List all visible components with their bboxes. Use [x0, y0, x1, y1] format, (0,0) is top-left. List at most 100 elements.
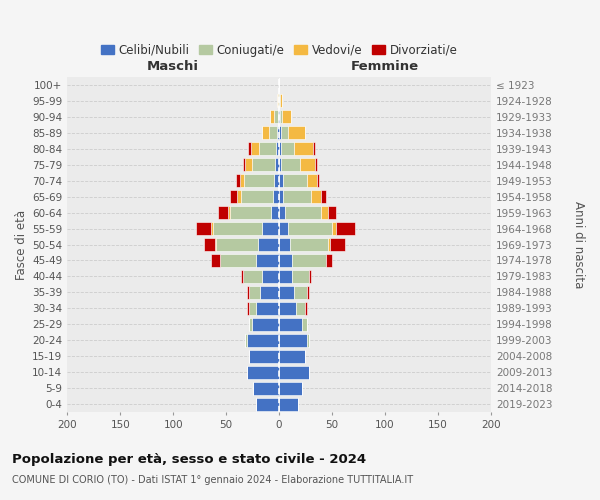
- Bar: [241, 270, 243, 283]
- Bar: [307, 174, 317, 187]
- Bar: [279, 126, 281, 139]
- Bar: [211, 222, 214, 235]
- Bar: [300, 158, 315, 171]
- Bar: [307, 334, 309, 347]
- Bar: [330, 238, 345, 251]
- Bar: [279, 222, 287, 235]
- Bar: [277, 126, 279, 139]
- Bar: [294, 286, 307, 299]
- Bar: [328, 206, 337, 219]
- Bar: [280, 110, 282, 123]
- Bar: [279, 206, 286, 219]
- Bar: [305, 302, 307, 315]
- Bar: [283, 174, 307, 187]
- Bar: [279, 238, 290, 251]
- Bar: [256, 254, 279, 267]
- Bar: [286, 206, 322, 219]
- Bar: [276, 142, 279, 155]
- Bar: [311, 190, 322, 203]
- Text: Femmine: Femmine: [351, 60, 419, 74]
- Bar: [251, 318, 279, 331]
- Bar: [220, 254, 256, 267]
- Bar: [279, 350, 305, 363]
- Bar: [271, 206, 279, 219]
- Bar: [275, 158, 279, 171]
- Bar: [278, 94, 279, 107]
- Bar: [281, 158, 300, 171]
- Bar: [256, 398, 279, 411]
- Bar: [253, 382, 279, 395]
- Bar: [279, 270, 292, 283]
- Legend: Celibi/Nubili, Coniugati/e, Vedovi/e, Divorziati/e: Celibi/Nubili, Coniugati/e, Vedovi/e, Di…: [96, 39, 462, 62]
- Bar: [287, 126, 305, 139]
- Bar: [247, 366, 279, 379]
- Bar: [196, 222, 211, 235]
- Bar: [247, 334, 279, 347]
- Bar: [262, 270, 279, 283]
- Bar: [277, 94, 278, 107]
- Bar: [313, 142, 315, 155]
- Bar: [302, 318, 307, 331]
- Bar: [337, 222, 355, 235]
- Bar: [269, 110, 274, 123]
- Bar: [256, 302, 279, 315]
- Bar: [250, 286, 260, 299]
- Bar: [279, 158, 281, 171]
- Bar: [279, 398, 298, 411]
- Bar: [237, 190, 241, 203]
- Bar: [245, 334, 247, 347]
- Bar: [328, 238, 330, 251]
- Bar: [248, 142, 251, 155]
- Bar: [307, 286, 309, 299]
- Text: Maschi: Maschi: [147, 60, 199, 74]
- Bar: [240, 174, 244, 187]
- Bar: [322, 206, 328, 219]
- Bar: [269, 126, 277, 139]
- Bar: [250, 318, 251, 331]
- Bar: [279, 286, 294, 299]
- Bar: [279, 366, 309, 379]
- Bar: [241, 190, 273, 203]
- Bar: [281, 142, 294, 155]
- Bar: [228, 206, 230, 219]
- Bar: [332, 222, 337, 235]
- Bar: [230, 190, 237, 203]
- Bar: [251, 158, 275, 171]
- Bar: [287, 222, 332, 235]
- Bar: [279, 318, 302, 331]
- Bar: [251, 142, 259, 155]
- Bar: [322, 190, 326, 203]
- Bar: [236, 174, 240, 187]
- Bar: [243, 158, 245, 171]
- Bar: [214, 222, 262, 235]
- Bar: [211, 254, 220, 267]
- Bar: [279, 334, 307, 347]
- Bar: [215, 238, 258, 251]
- Y-axis label: Fasce di età: Fasce di età: [15, 210, 28, 280]
- Bar: [279, 94, 280, 107]
- Bar: [279, 110, 280, 123]
- Text: Popolazione per età, sesso e stato civile - 2024: Popolazione per età, sesso e stato civil…: [12, 452, 366, 466]
- Bar: [262, 126, 269, 139]
- Bar: [317, 174, 319, 187]
- Bar: [250, 302, 256, 315]
- Bar: [279, 142, 281, 155]
- Bar: [243, 270, 262, 283]
- Bar: [280, 94, 282, 107]
- Bar: [292, 254, 326, 267]
- Bar: [274, 110, 278, 123]
- Bar: [204, 238, 215, 251]
- Bar: [245, 158, 251, 171]
- Bar: [290, 238, 328, 251]
- Bar: [262, 222, 279, 235]
- Bar: [326, 254, 332, 267]
- Bar: [244, 174, 274, 187]
- Bar: [250, 350, 279, 363]
- Bar: [230, 206, 271, 219]
- Bar: [282, 110, 291, 123]
- Bar: [279, 254, 292, 267]
- Bar: [281, 126, 287, 139]
- Bar: [315, 158, 317, 171]
- Bar: [260, 286, 279, 299]
- Y-axis label: Anni di nascita: Anni di nascita: [572, 201, 585, 288]
